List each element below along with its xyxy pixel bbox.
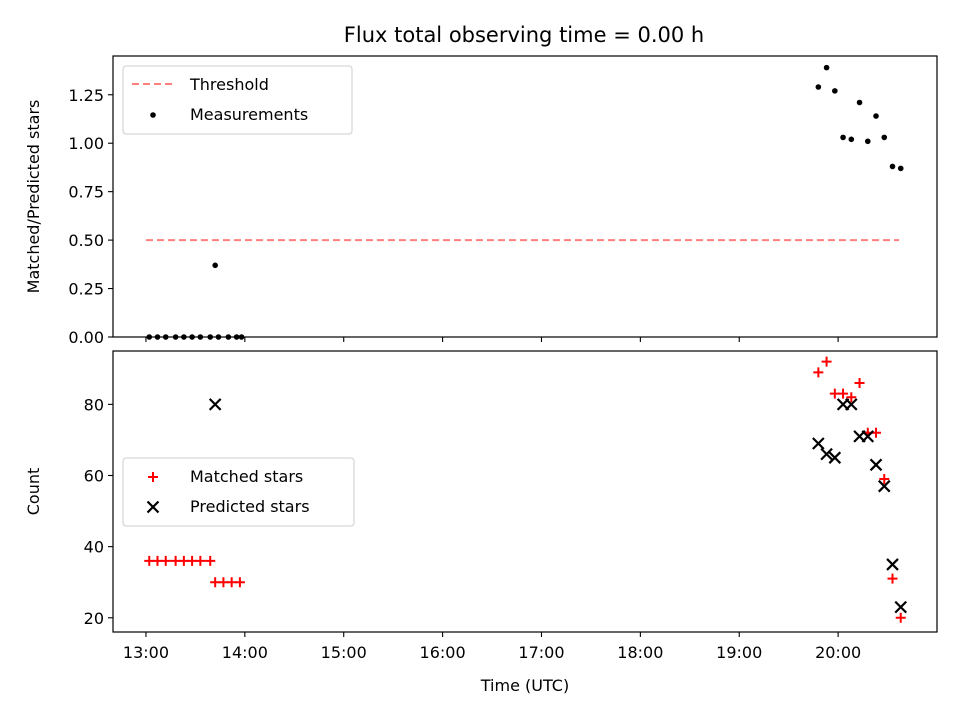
y-tick-label: 40 — [84, 538, 104, 557]
data-point — [205, 555, 216, 566]
data-layer — [145, 64, 904, 340]
subplot-1: 0.00 0.25 0.50 0.75 1.00 1.25 Matched/Predicte… — [24, 55, 938, 347]
data-point — [897, 165, 904, 172]
data-point — [864, 138, 871, 145]
data-point — [160, 555, 171, 566]
series-measurements — [146, 64, 904, 340]
legend-label: Threshold — [189, 75, 269, 94]
data-point — [832, 88, 838, 94]
y-tick-label: 0.50 — [68, 231, 104, 250]
data-point — [234, 577, 245, 588]
legend-entry: Threshold — [132, 75, 269, 94]
data-point — [146, 334, 153, 340]
y-tick-label: 0.75 — [68, 183, 104, 202]
y-tick-label: 0.25 — [68, 280, 104, 299]
axes-frame — [112, 55, 938, 338]
x-tick-label: 20:00 — [815, 643, 861, 662]
y-axis-label: Count — [24, 468, 43, 516]
data-point — [869, 458, 883, 472]
data-point — [207, 334, 214, 340]
data-point — [154, 334, 161, 340]
x-tick-label: 15:00 — [321, 643, 367, 662]
data-point — [887, 573, 898, 584]
y-tick-label: 1.25 — [68, 86, 104, 105]
data-point — [208, 398, 222, 411]
data-point — [195, 555, 206, 566]
data-point — [861, 430, 875, 443]
data-point — [886, 558, 899, 571]
series-matched-stars — [144, 356, 906, 623]
legend-marker-icon — [146, 500, 160, 514]
x-tick-label: 14:00 — [222, 643, 268, 662]
data-point — [845, 398, 858, 411]
data-point — [894, 600, 908, 614]
legend-box — [122, 65, 353, 135]
x-tick-label: 18:00 — [617, 643, 663, 662]
data-point — [812, 437, 825, 450]
plots: 0.00 0.25 0.50 0.75 1.00 1.25 Matched/Predicte… — [24, 55, 938, 695]
y-tick-label: 60 — [84, 466, 104, 485]
data-point — [877, 479, 891, 493]
x-axis-label: Time (UTC) — [480, 676, 569, 695]
data-point — [162, 334, 169, 340]
data-point — [879, 474, 890, 485]
legend-marker-icon — [150, 112, 156, 118]
legend-entry: Measurements — [150, 105, 308, 124]
data-point — [233, 334, 240, 340]
data-layer — [144, 356, 908, 623]
subplot-2: 20 40 60 80 13:00 14:00 15:00 16:00 17:00 18:00 19… — [24, 350, 938, 695]
legend-box — [122, 457, 355, 527]
legend: Matched stars Predicted stars — [122, 457, 355, 527]
legend-label: Predicted stars — [190, 497, 310, 516]
series-predicted-stars — [208, 398, 908, 614]
data-point — [895, 612, 906, 623]
legend: Threshold Measurements — [122, 65, 353, 135]
data-point — [881, 134, 888, 141]
x-tick-label: 13:00 — [123, 643, 169, 662]
data-point — [846, 392, 857, 403]
x-tick-label: 17:00 — [518, 643, 564, 662]
x-tick-label: 16:00 — [420, 643, 466, 662]
data-point — [856, 99, 863, 106]
data-point — [197, 334, 204, 340]
chart-title: Flux total observing time = 0.00 h — [344, 23, 704, 47]
data-point — [840, 134, 846, 141]
data-point — [873, 113, 879, 119]
data-point — [215, 334, 222, 340]
data-point — [225, 334, 232, 340]
legend-entry: Matched stars — [148, 467, 303, 486]
legend-label: Matched stars — [190, 467, 303, 486]
data-point — [815, 84, 822, 90]
data-point — [172, 334, 179, 340]
data-point — [813, 367, 824, 378]
y-tick-label: 20 — [84, 609, 104, 628]
y-tick-label: 0.00 — [68, 328, 104, 347]
data-point — [820, 447, 833, 461]
data-point — [821, 356, 832, 367]
data-point — [838, 388, 849, 399]
data-point — [238, 334, 245, 340]
x-tick-label: 19:00 — [716, 643, 762, 662]
data-point — [823, 64, 830, 71]
y-tick-label: 80 — [84, 395, 104, 414]
y-tick-label: 1.00 — [68, 134, 104, 153]
data-point — [189, 334, 195, 340]
legend-entry: Predicted stars — [146, 497, 310, 516]
data-point — [854, 378, 865, 389]
y-axis-label: Matched/Predicted stars — [24, 100, 43, 294]
data-point — [889, 163, 896, 170]
data-point — [181, 334, 187, 340]
data-point — [828, 451, 842, 464]
data-point — [848, 136, 855, 143]
legend-label: Measurements — [190, 105, 308, 124]
axes-frame — [112, 350, 938, 633]
legend-marker-icon — [148, 472, 158, 482]
data-point — [212, 262, 218, 269]
